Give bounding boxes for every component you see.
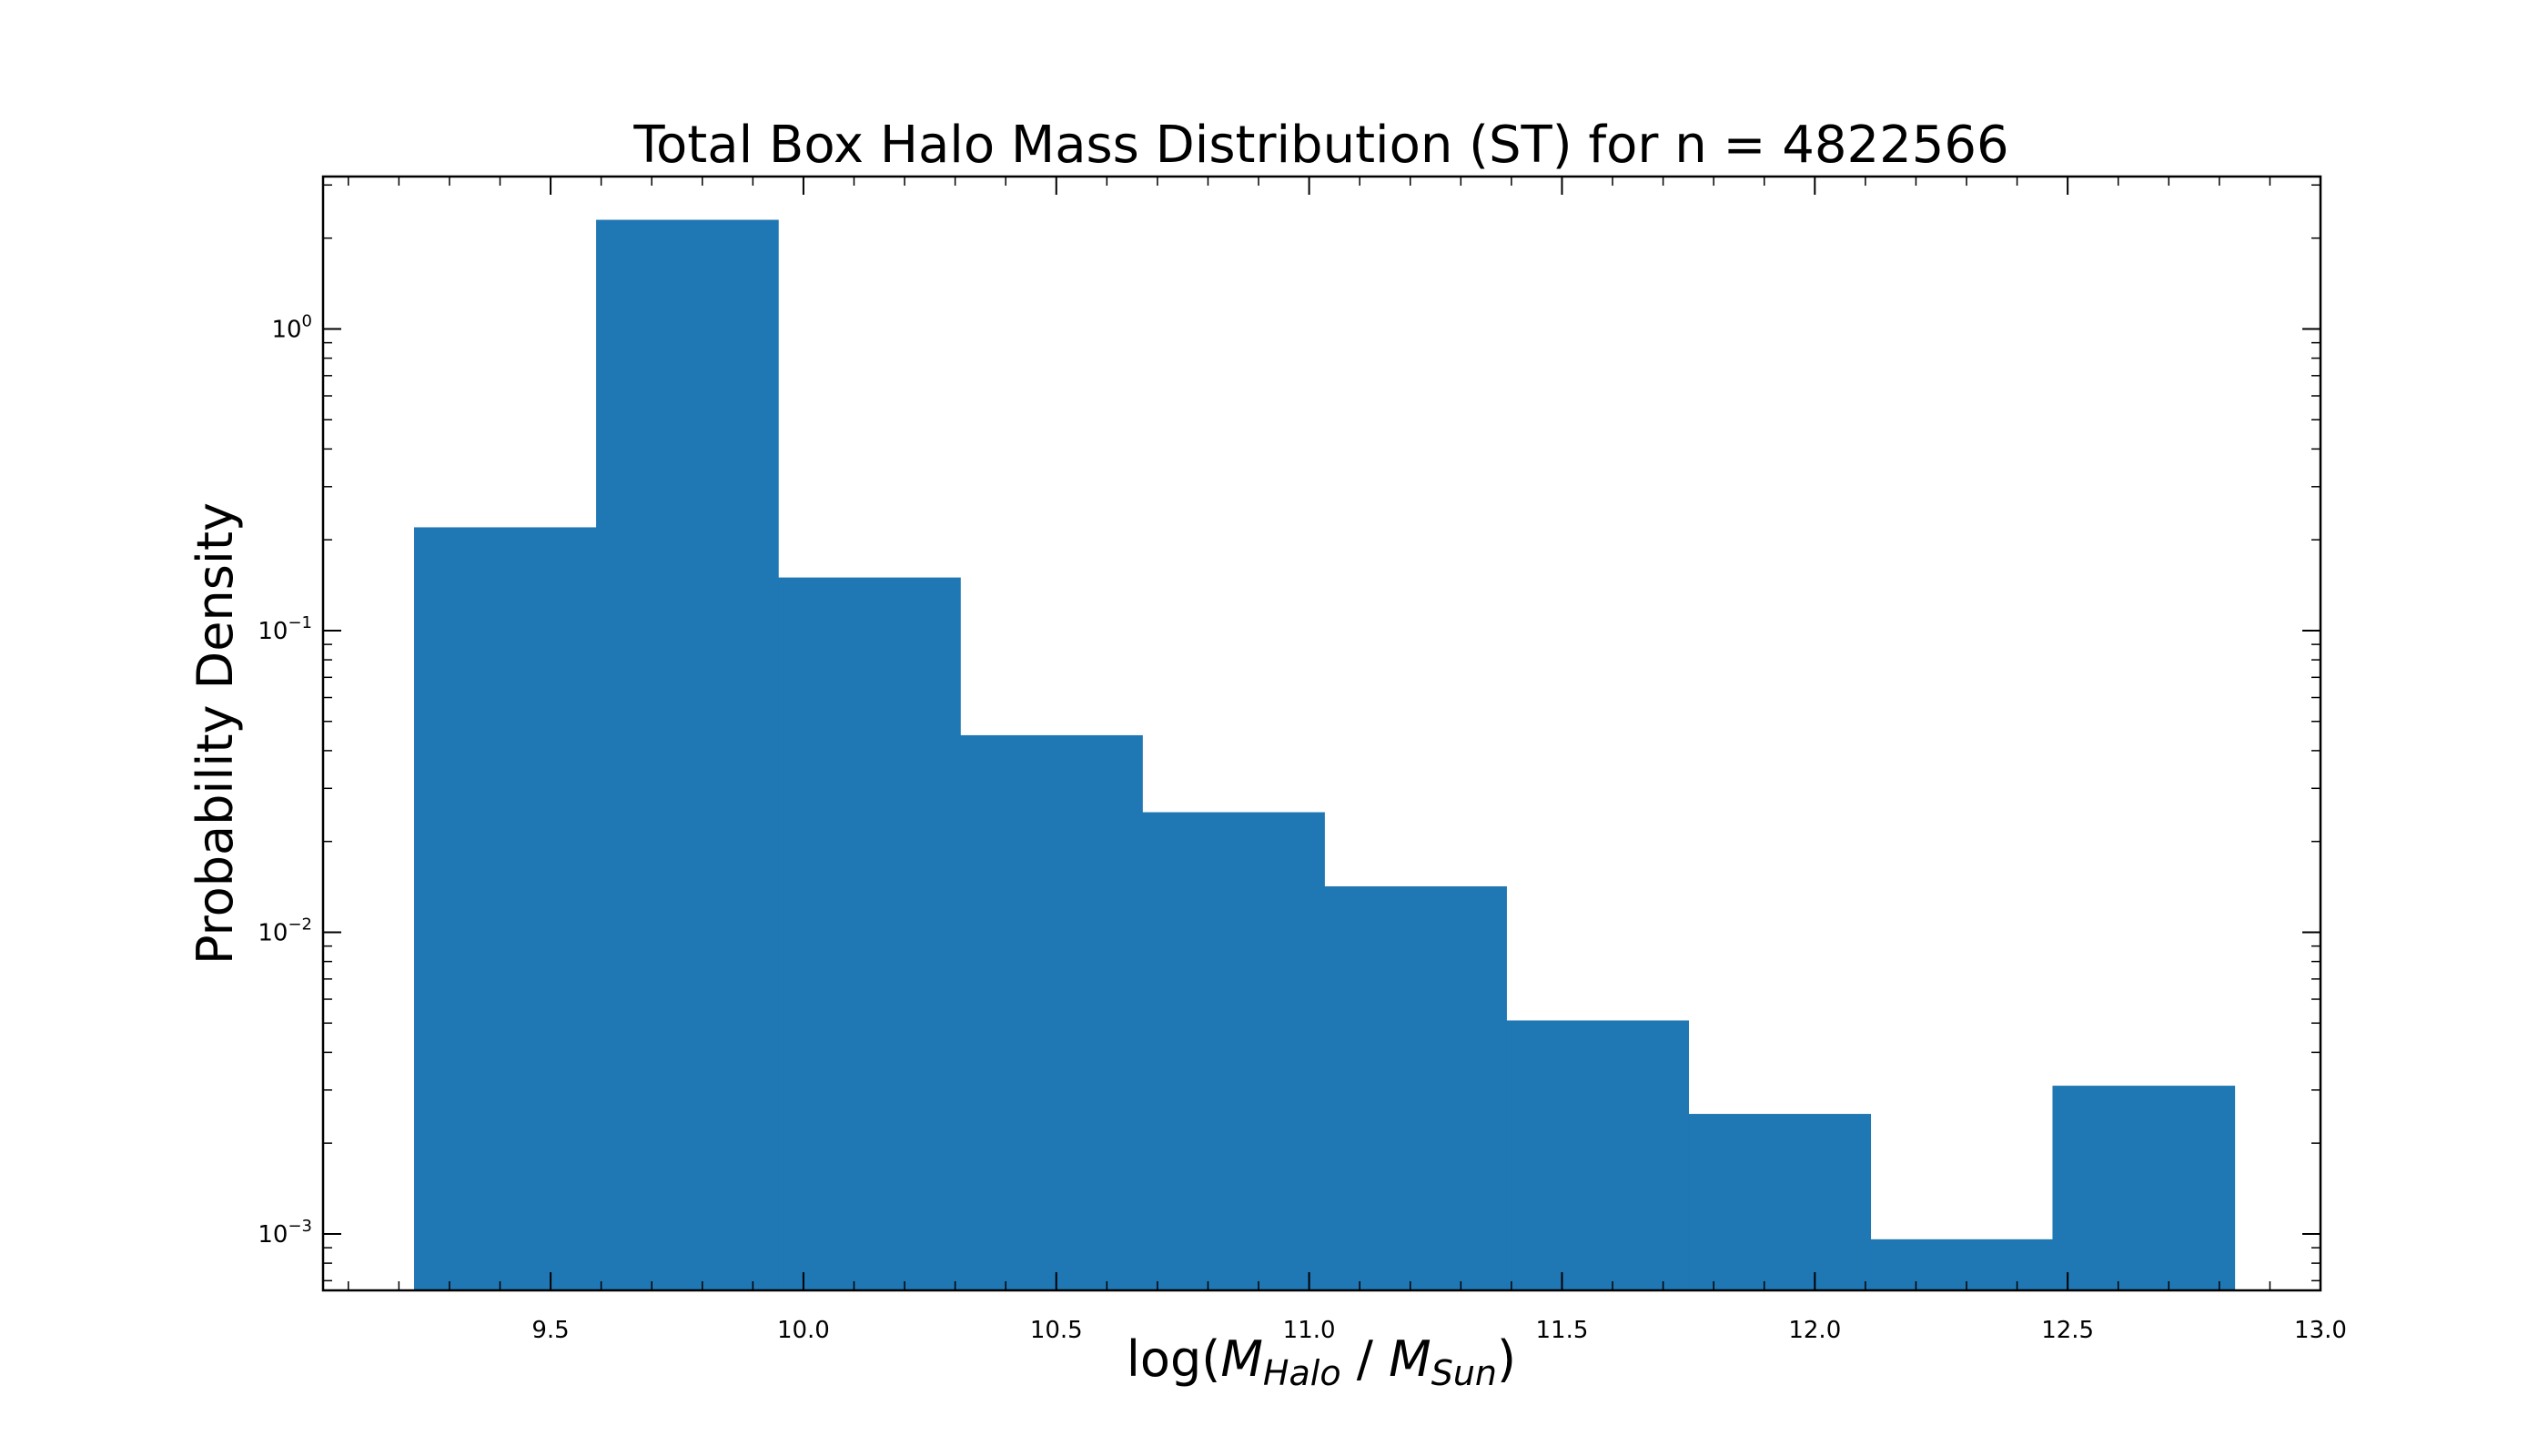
histogram-bar xyxy=(1688,1114,1872,1290)
x-tick-labels: 9.5 10.0 10.5 11.0 11.5 12.0 12.5 13.0 xyxy=(531,1317,2347,1344)
x-tick-label: 13.0 xyxy=(2294,1317,2347,1344)
x-tick-label: 10.0 xyxy=(777,1317,830,1344)
y-tick-label: 100 xyxy=(271,311,312,343)
x-tick-label: 12.0 xyxy=(1788,1317,1841,1344)
histogram-bar xyxy=(1142,812,1325,1290)
histogram-bar xyxy=(960,734,1143,1290)
histogram-bar xyxy=(2052,1086,2236,1290)
axis-ticks xyxy=(323,177,2321,1290)
y-tick-label: 10−3 xyxy=(258,1217,312,1249)
chart-title: Total Box Halo Mass Distribution (ST) fo… xyxy=(632,116,2008,175)
x-tick-label: 11.0 xyxy=(1283,1317,1336,1344)
histogram-bar xyxy=(414,527,597,1290)
histogram-bar xyxy=(778,577,961,1290)
x-axis-label: log(MHalo / MSun) xyxy=(1127,1330,1516,1393)
histogram-bars xyxy=(414,219,2236,1290)
x-tick-label: 10.5 xyxy=(1030,1317,1083,1344)
y-tick-label: 10−2 xyxy=(258,915,312,946)
histogram-bar xyxy=(596,219,779,1290)
y-tick-label: 10−1 xyxy=(258,613,312,645)
histogram-bar xyxy=(1870,1239,2054,1290)
plot-frame xyxy=(321,175,2322,1292)
y-tick-labels: 10−3 10−2 10−1 100 xyxy=(258,311,312,1249)
x-tick-label: 9.5 xyxy=(531,1317,569,1344)
x-tick-label: 12.5 xyxy=(2041,1317,2094,1344)
x-tick-label: 11.5 xyxy=(1536,1317,1589,1344)
histogram-bar xyxy=(1324,885,1507,1290)
histogram-bar xyxy=(1506,1020,1689,1290)
y-axis-label: Probability Density xyxy=(187,502,244,965)
